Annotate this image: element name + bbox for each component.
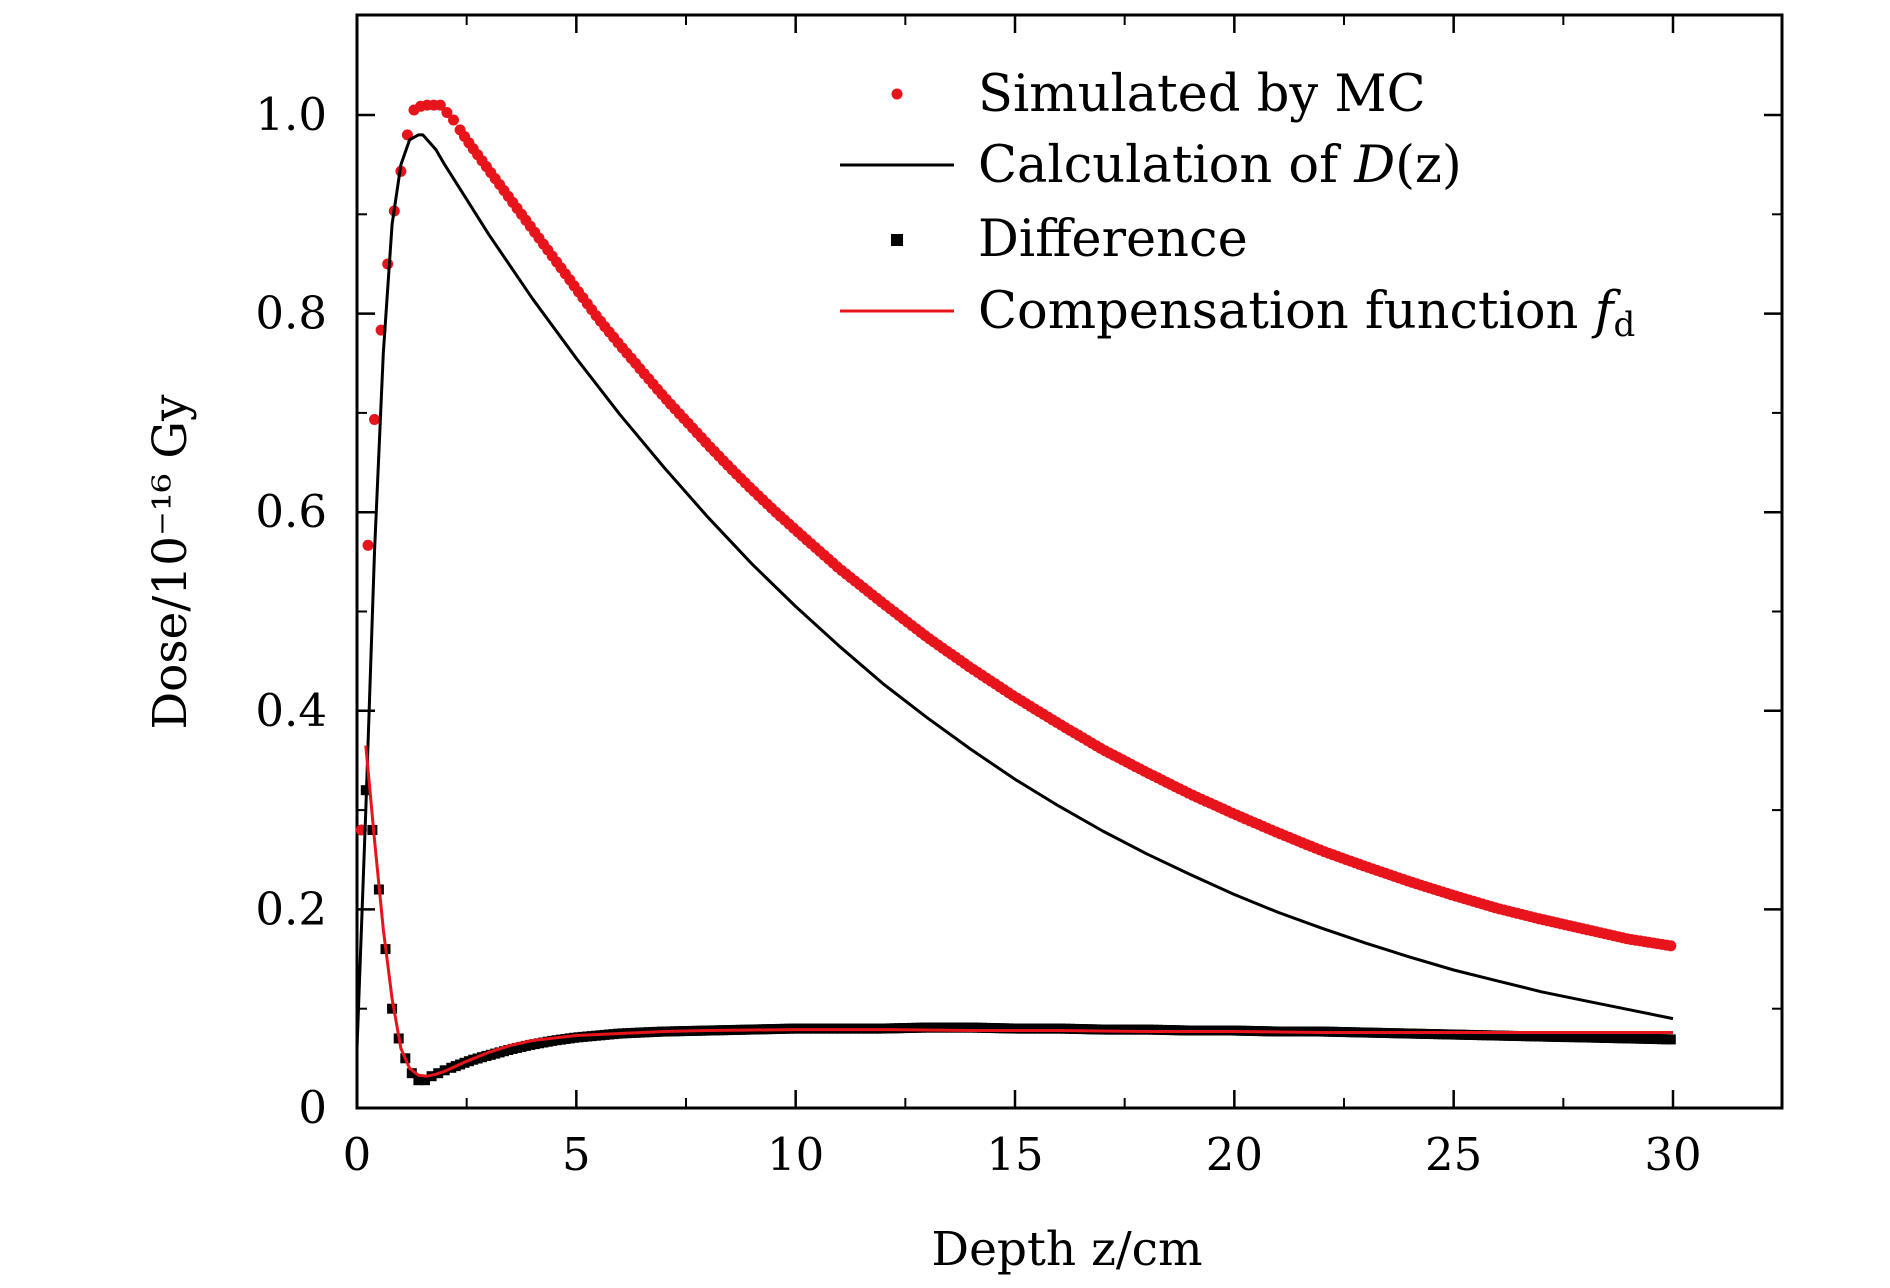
y-tick-label: 0.4 (255, 684, 327, 737)
legend-label-calculation: Calculation of D(z) (978, 136, 1462, 195)
series-2 (360, 785, 1676, 1086)
data-point (406, 1068, 417, 1079)
data-point (401, 129, 413, 141)
series-1 (355, 133, 1674, 1049)
data-point (387, 1003, 398, 1014)
x-tick-label: 25 (1425, 1128, 1482, 1181)
data-point (441, 107, 453, 118)
y-axis-ticks (357, 113, 1782, 1110)
y-tick-label: 0.2 (255, 882, 327, 935)
legend: Simulated by MC Calculation of D(z) Diff… (840, 65, 1635, 345)
legend-label-difference: Difference (978, 210, 1248, 269)
y-axis-tick-labels: 0 0.2 0.4 0.6 0.8 1.0 (255, 88, 327, 1134)
data-point (420, 1075, 430, 1086)
legend-swatch-difference (891, 234, 903, 246)
data-point (448, 114, 459, 126)
legend-swatch-simulated (891, 88, 903, 100)
x-axis-ticks (355, 15, 1675, 1108)
y-tick-label: 0.8 (255, 287, 327, 340)
series-line (355, 133, 1674, 1049)
series-layer (355, 99, 1677, 1086)
series-0 (355, 99, 1677, 952)
legend-label-simulated: Simulated by MC (978, 65, 1426, 124)
x-tick-label: 5 (562, 1128, 591, 1181)
x-tick-label: 30 (1644, 1128, 1701, 1181)
y-tick-label: 1.0 (255, 88, 327, 141)
y-tick-label: 0.6 (255, 485, 327, 538)
data-point (362, 539, 374, 551)
data-point (413, 1075, 424, 1086)
x-axis-tick-labels: 0 5 10 15 20 25 30 (343, 1128, 1702, 1181)
series-line (364, 745, 1673, 1078)
data-point (434, 99, 446, 111)
data-point (369, 414, 380, 425)
x-tick-label: 10 (767, 1128, 824, 1181)
x-tick-label: 20 (1206, 1128, 1263, 1181)
x-tick-label: 0 (343, 1128, 372, 1181)
y-tick-label: 0 (298, 1081, 327, 1134)
data-point (1665, 1034, 1676, 1045)
data-point (1665, 940, 1677, 952)
series-3 (364, 745, 1673, 1078)
y-axis-title: Dose/10⁻¹⁶ Gy (143, 394, 198, 730)
plot-area-frame (355, 13, 1784, 1110)
legend-label-compensation: Compensation function fd (978, 282, 1635, 345)
x-axis-title: Depth z/cm (931, 1222, 1202, 1277)
x-tick-label: 15 (986, 1128, 1043, 1181)
